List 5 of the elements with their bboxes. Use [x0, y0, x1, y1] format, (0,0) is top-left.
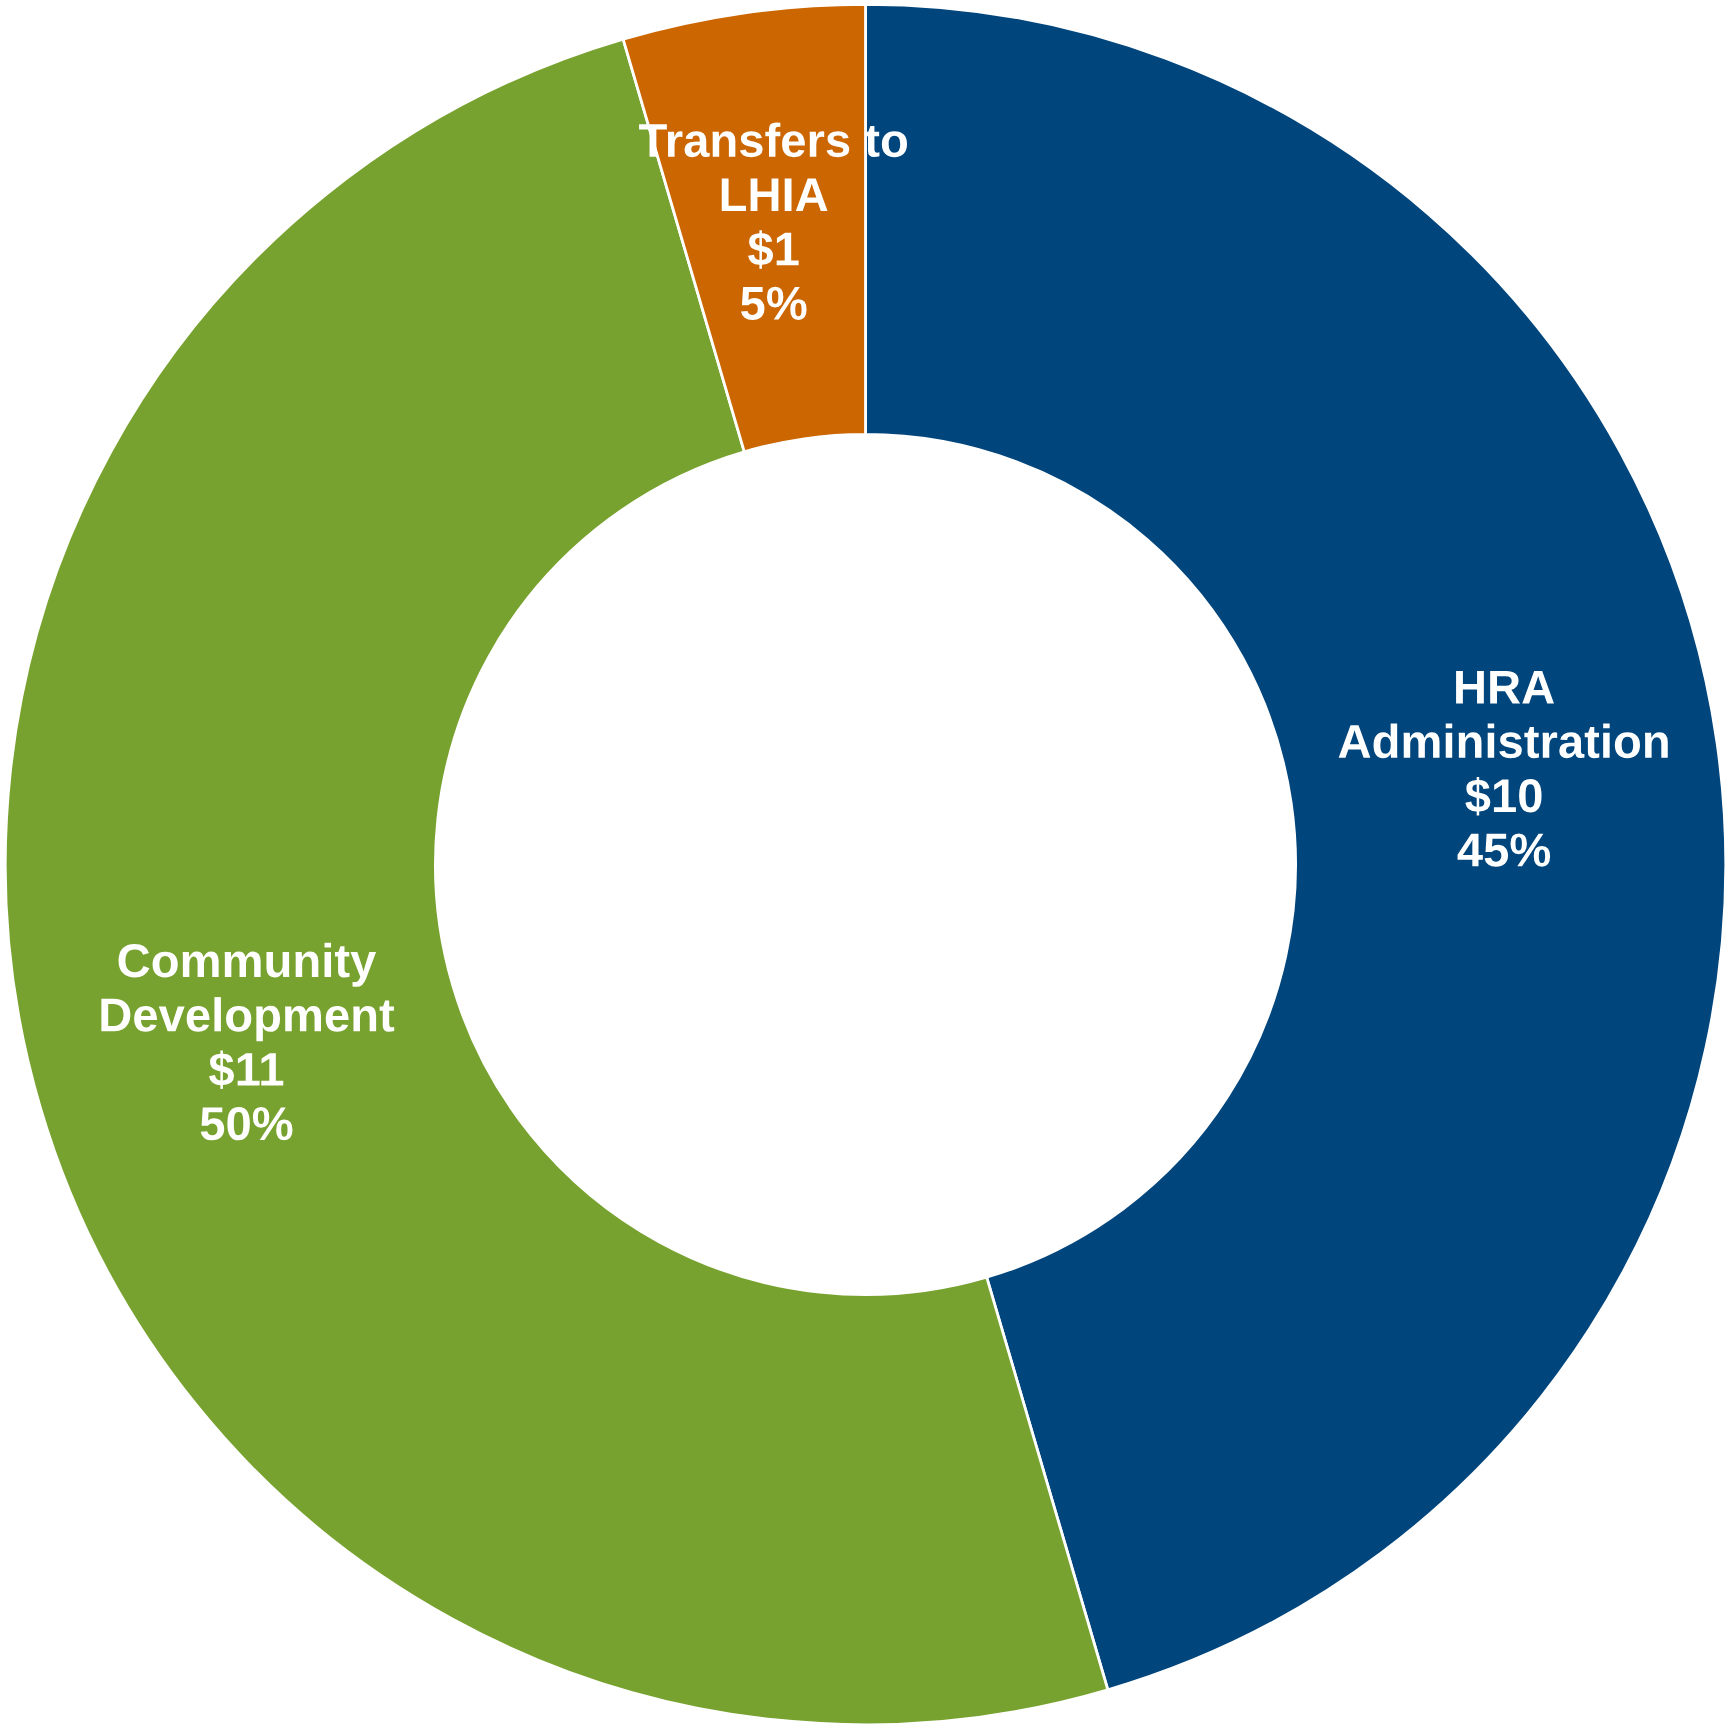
- data-label: $11 50%: [200, 1050, 293, 1141]
- data-label: $1 5%: [741, 230, 807, 321]
- slice-label: HRA Administration: [1338, 670, 1668, 759]
- slice-label: Community Development: [101, 942, 395, 1042]
- data-label: $10 45%: [1457, 776, 1551, 867]
